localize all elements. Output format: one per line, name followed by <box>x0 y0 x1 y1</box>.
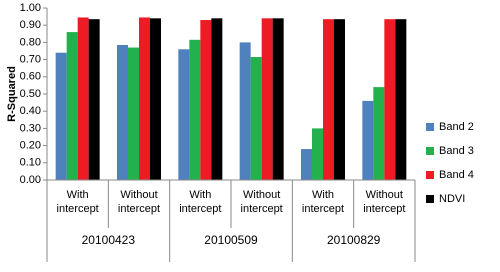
bar <box>200 20 212 181</box>
x-tick-label: With intercept <box>301 189 345 215</box>
bar <box>373 87 385 180</box>
bar <box>250 57 262 180</box>
group-label: 20100509 <box>204 233 258 247</box>
x-tick-label: With intercept <box>56 189 99 215</box>
bar <box>384 19 396 181</box>
y-tick-label: 0.80 <box>20 36 41 48</box>
legend-label: Band 3 <box>439 145 474 157</box>
bar <box>312 128 323 180</box>
x-tick-label: With intercept <box>179 189 222 215</box>
legend-label: Band 4 <box>439 169 474 181</box>
group-label: 20100829 <box>327 233 381 247</box>
group-label: 20100423 <box>82 233 136 247</box>
y-axis-label: R-Squared <box>6 66 18 122</box>
y-tick-label: 0.40 <box>20 105 41 117</box>
y-tick-label: 0.50 <box>20 88 41 100</box>
x-tick-label: Without intercept <box>363 189 406 215</box>
y-tick-label: 0.60 <box>20 71 41 83</box>
bar <box>323 19 334 181</box>
bar <box>211 18 223 180</box>
legend-label: NDVI <box>439 193 465 205</box>
bar <box>239 42 251 181</box>
x-tick-label: Without intercept <box>240 189 283 215</box>
bar <box>88 19 100 181</box>
legend-label: Band 2 <box>439 121 474 133</box>
y-tick-label: 0.90 <box>20 19 41 31</box>
x-tick-label: Without intercept <box>117 189 161 215</box>
bar <box>117 44 128 181</box>
bar <box>362 100 374 180</box>
bar <box>55 52 67 180</box>
bar <box>66 32 78 180</box>
bar <box>301 149 312 180</box>
legend-swatch <box>426 195 434 203</box>
y-tick-label: 0.30 <box>20 122 41 134</box>
y-tick-label: 0.70 <box>20 54 41 66</box>
y-tick-label: 0.10 <box>20 157 41 169</box>
y-tick-label: 0.20 <box>20 140 41 152</box>
bar <box>395 19 407 181</box>
bar <box>189 39 201 180</box>
bar <box>150 18 161 180</box>
bar <box>128 47 139 181</box>
bar <box>334 19 345 181</box>
legend-swatch <box>426 171 434 179</box>
bar <box>272 18 284 180</box>
bar <box>178 49 190 180</box>
y-tick-label: 0.00 <box>20 174 41 186</box>
legend-swatch <box>426 123 434 131</box>
bar <box>261 18 273 180</box>
legend-swatch <box>426 147 434 155</box>
bar <box>139 17 150 181</box>
y-tick-label: 1.00 <box>20 2 41 14</box>
bar <box>77 17 89 181</box>
